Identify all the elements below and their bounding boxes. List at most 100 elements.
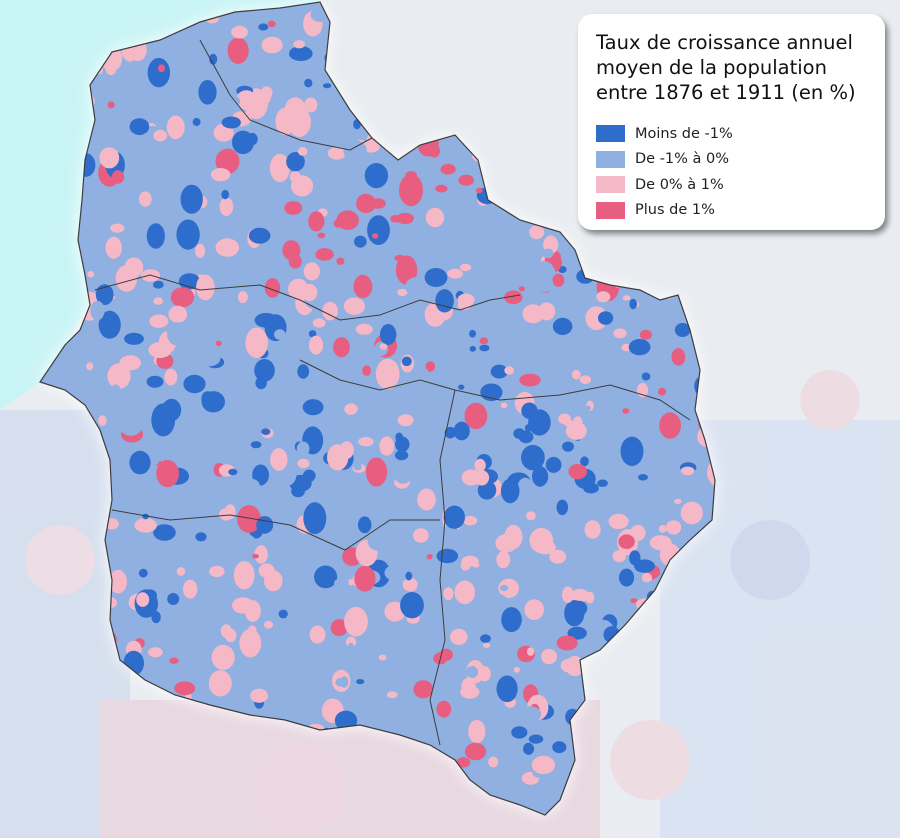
commune-patch: [435, 289, 454, 313]
commune-patch: [111, 170, 125, 184]
commune-patch: [400, 592, 424, 619]
commune-patch: [138, 230, 146, 237]
commune-patch: [498, 578, 520, 598]
commune-patch: [244, 600, 261, 622]
commune-patch: [488, 756, 499, 768]
commune-patch: [98, 415, 107, 426]
commune-patch: [119, 355, 141, 371]
commune-patch: [422, 592, 447, 626]
commune-patch: [153, 129, 168, 142]
commune-patch: [169, 657, 179, 664]
commune-patch: [339, 441, 354, 459]
legend-title: Taux de croissance annuel moyen de la po…: [596, 30, 869, 105]
legend-swatch: [596, 150, 625, 168]
commune-patch: [236, 90, 257, 110]
commune-patch: [629, 550, 641, 566]
commune-patch: [447, 268, 463, 279]
commune-patch: [173, 577, 180, 586]
commune-patch: [658, 387, 667, 396]
commune-patch: [198, 80, 217, 105]
commune-patch: [417, 488, 436, 511]
legend-swatch: [596, 125, 625, 143]
commune-patch: [630, 598, 638, 603]
commune-patch: [584, 405, 591, 411]
commune-patch: [340, 676, 349, 688]
commune-patch: [136, 592, 150, 607]
commune-patch: [480, 634, 491, 643]
commune-patch: [549, 549, 567, 564]
commune-patch: [634, 290, 647, 304]
commune-patch: [232, 130, 254, 155]
commune-patch: [541, 664, 565, 692]
commune-patch: [378, 654, 387, 661]
commune-patch: [376, 150, 391, 159]
commune-patch: [245, 327, 268, 359]
commune-patch: [215, 340, 222, 346]
commune-patch: [397, 288, 408, 297]
commune-patch: [264, 620, 273, 629]
commune-patch: [400, 264, 412, 277]
commune-patch: [327, 147, 347, 160]
commune-patch: [556, 635, 578, 651]
commune-patch: [491, 594, 508, 613]
commune-patch: [444, 426, 456, 439]
commune-patch: [303, 262, 321, 281]
commune-patch: [585, 591, 595, 604]
commune-patch: [107, 363, 131, 389]
commune-patch: [231, 25, 249, 39]
commune-patch: [454, 580, 476, 605]
commune-patch: [308, 335, 324, 355]
commune-patch: [426, 554, 433, 560]
commune-patch: [278, 609, 288, 619]
legend-label: Moins de -1%: [635, 125, 733, 142]
commune-patch: [440, 560, 458, 582]
commune-patch: [344, 606, 368, 637]
commune-patch: [622, 295, 631, 301]
commune-patch: [183, 374, 206, 394]
commune-patch: [95, 121, 115, 140]
commune-patch: [156, 460, 180, 488]
commune-patch: [482, 642, 491, 648]
commune-patch: [134, 517, 157, 533]
commune-patch: [357, 516, 372, 534]
commune-patch: [334, 578, 349, 589]
commune-patch: [375, 358, 400, 390]
commune-patch: [330, 619, 348, 637]
commune-patch: [513, 666, 521, 673]
commune-patch: [176, 219, 200, 250]
commune-patch: [304, 97, 318, 113]
commune-patch: [207, 500, 220, 516]
commune-patch: [182, 579, 198, 599]
commune-patch: [513, 428, 526, 439]
commune-patch: [252, 553, 259, 559]
commune-patch: [362, 365, 371, 377]
commune-patch: [379, 436, 395, 456]
commune-patch: [447, 442, 459, 452]
commune-patch: [159, 144, 180, 158]
commune-patch: [435, 184, 448, 193]
commune-patch: [105, 236, 122, 259]
commune-patch: [620, 436, 644, 466]
commune-patch: [608, 513, 629, 530]
commune-patch: [413, 528, 429, 543]
commune-patch: [535, 540, 556, 555]
commune-patch: [521, 444, 545, 471]
commune-patch: [568, 463, 587, 480]
commune-patch: [289, 171, 301, 183]
commune-patch: [478, 525, 491, 539]
commune-patch: [402, 577, 418, 592]
commune-patch: [110, 223, 125, 233]
commune-patch: [641, 572, 653, 583]
commune-patch: [396, 212, 414, 225]
commune-patch: [496, 551, 511, 569]
commune-patch: [519, 706, 542, 723]
commune-patch: [545, 456, 562, 473]
commune-patch: [148, 342, 172, 358]
commune-patch: [224, 628, 237, 643]
commune-patch: [674, 323, 691, 337]
commune-patch: [638, 474, 648, 481]
commune-patch: [386, 691, 398, 699]
commune-patch: [203, 26, 210, 32]
commune-patch: [315, 248, 334, 261]
commune-patch: [420, 368, 429, 378]
